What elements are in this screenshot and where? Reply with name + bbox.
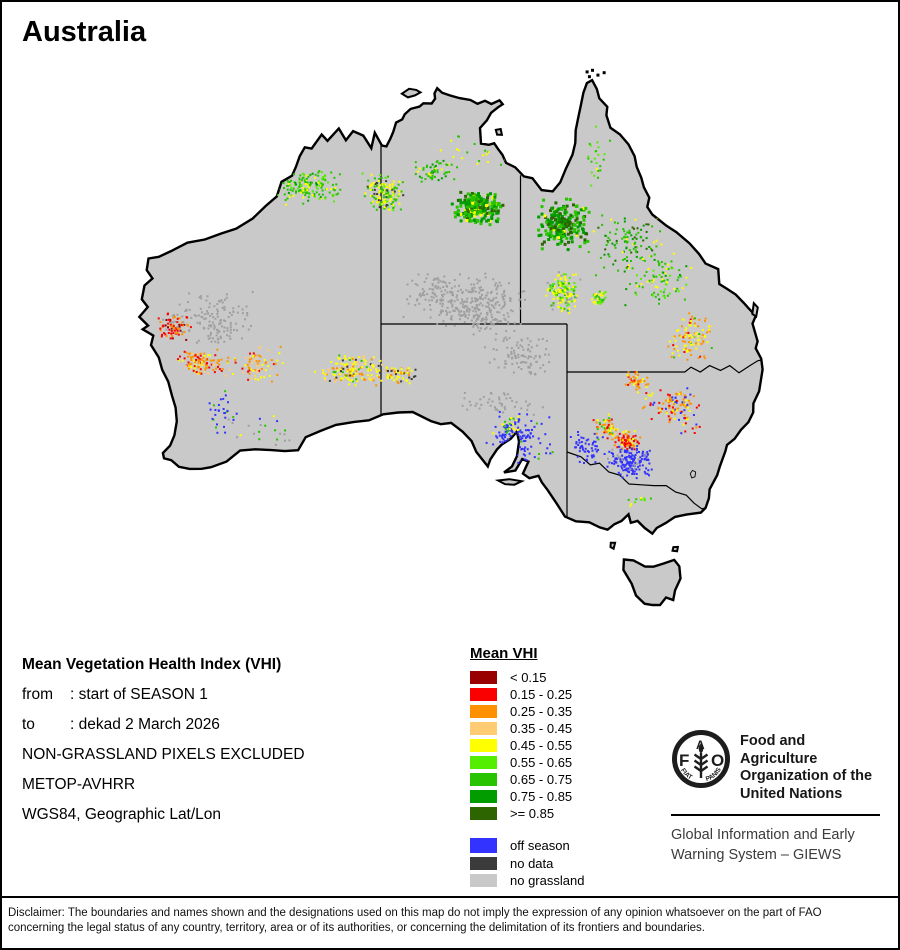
info-from-value: : start of SEASON 1 [70, 686, 208, 703]
disclaimer: Disclaimer: The boundaries and names sho… [0, 896, 900, 936]
legend-swatch [470, 739, 497, 752]
fao-divider [671, 814, 880, 816]
legend-row: 0.25 - 0.35 [470, 703, 650, 720]
legend: Mean VHI < 0.15 0.15 - 0.25 0.25 - 0.35 … [470, 645, 650, 889]
legend-row: 0.65 - 0.75 [470, 771, 650, 788]
legend-swatch [470, 837, 497, 853]
info-to-value: : dekad 2 March 2026 [70, 716, 220, 733]
info-pixels-line: NON-GRASSLAND PIXELS EXCLUDED [22, 746, 305, 763]
legend-label: 0.25 - 0.35 [510, 704, 573, 719]
fao-block: F O A FIAT PANIS Food and Agriculture Or… [671, 729, 882, 865]
map-info-block: Mean Vegetation Health Index (VHI) from:… [22, 650, 305, 830]
legend-swatch [470, 705, 497, 718]
info-from-label: from [22, 686, 53, 703]
disclaimer-line1: Disclaimer: The boundaries and names sho… [8, 907, 822, 919]
legend-label: 0.65 - 0.75 [510, 772, 573, 787]
legend-swatch [470, 756, 497, 769]
legend-swatch [470, 857, 497, 870]
legend-label: >= 0.85 [510, 806, 555, 821]
legend-label: < 0.15 [510, 670, 547, 685]
legend-swatch [470, 671, 497, 684]
legend-swatch [470, 722, 497, 735]
legend-row: off season [470, 835, 650, 855]
info-from-row: from : start of SEASON 1 [22, 680, 305, 710]
disclaimer-line2: concerning the legal status of any count… [8, 922, 705, 934]
legend-label: 0.15 - 0.25 [510, 687, 573, 702]
legend-row: 0.35 - 0.45 [470, 720, 650, 737]
legend-label: 0.35 - 0.45 [510, 721, 573, 736]
legend-title: Mean VHI [470, 645, 538, 662]
legend-label: 0.55 - 0.65 [510, 755, 573, 770]
legend-row: no data [470, 855, 650, 872]
legend-row: no grassland [470, 872, 650, 889]
legend-row: 0.55 - 0.65 [470, 754, 650, 771]
legend-row: >= 0.85 [470, 805, 650, 822]
legend-swatch [470, 773, 497, 786]
legend-label: no data [510, 856, 554, 871]
fao-logo-icon: F O A FIAT PANIS [672, 730, 730, 788]
page-title: Australia [22, 16, 147, 48]
info-sensor-line: METOP-AVHRR [22, 776, 136, 793]
legend-row: < 0.15 [470, 669, 650, 686]
legend-swatch [470, 790, 497, 803]
legend-label: 0.75 - 0.85 [510, 789, 573, 804]
info-title: Mean Vegetation Health Index (VHI) [22, 656, 282, 673]
legend-label: no grassland [510, 873, 585, 888]
legend-row: 0.15 - 0.25 [470, 686, 650, 703]
info-to-label: to [22, 716, 35, 733]
giews-label: Global Information and Early Warning Sys… [671, 827, 855, 863]
legend-label: off season [510, 837, 570, 853]
legend-swatch [470, 807, 497, 820]
legend-label: 0.45 - 0.55 [510, 738, 573, 753]
legend-swatch [470, 688, 497, 701]
info-to-row: to : dekad 2 March 2026 [22, 710, 305, 740]
legend-row: 0.75 - 0.85 [470, 788, 650, 805]
info-projection-line: WGS84, Geographic Lat/Lon [22, 806, 222, 823]
australia-vhi-map [137, 68, 764, 607]
legend-row: 0.45 - 0.55 [470, 737, 650, 754]
legend-classes: < 0.15 0.15 - 0.25 0.25 - 0.35 0.35 - 0.… [470, 669, 650, 889]
fao-org-name: Food and Agriculture Organization of the… [740, 733, 873, 802]
svg-text:O: O [711, 751, 724, 770]
svg-text:F: F [679, 751, 689, 770]
legend-swatch [470, 874, 497, 887]
